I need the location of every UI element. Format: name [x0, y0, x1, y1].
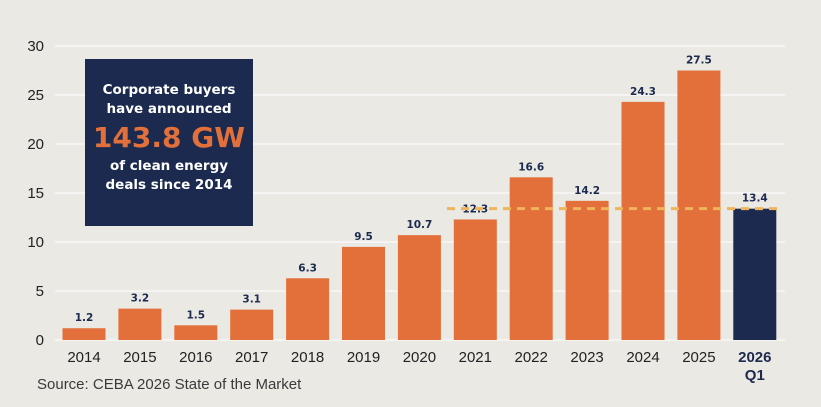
- data-label: 14.2: [574, 185, 600, 197]
- bar: [62, 328, 106, 340]
- x-tick-label: 2018: [291, 349, 324, 366]
- bar: [174, 325, 218, 340]
- bar: [342, 246, 385, 340]
- callout-total-value: 143.8 GW: [92, 121, 246, 154]
- data-label: 3.2: [131, 293, 150, 305]
- x-tick-label: 2022: [515, 349, 548, 366]
- x-tick-label: 2019: [347, 349, 380, 366]
- data-label: 9.5: [354, 231, 373, 243]
- x-tick-label: 2014: [67, 349, 100, 366]
- x-tick-label: 2024: [626, 349, 659, 366]
- data-label: 24.3: [630, 86, 656, 98]
- data-label: 10.7: [406, 219, 432, 231]
- bar: [118, 308, 162, 340]
- bar: [733, 208, 777, 340]
- callout-line-3: of clean energy: [109, 158, 229, 174]
- bar: [677, 70, 721, 340]
- summary-callout: Corporate buyers have announced 143.8 GW…: [85, 59, 253, 226]
- y-tick-label: 0: [36, 332, 44, 349]
- data-label: 1.2: [75, 312, 94, 324]
- data-label: 1.5: [186, 309, 205, 321]
- bar: [621, 101, 665, 340]
- bar: [230, 309, 274, 340]
- x-tick-label: 2023: [570, 349, 603, 366]
- data-label: 3.1: [242, 294, 261, 306]
- bar: [286, 278, 330, 340]
- callout-line-2: have announced: [106, 101, 232, 117]
- x-tick-label: 2016: [179, 349, 212, 366]
- y-tick-label: 5: [36, 283, 44, 300]
- data-label: 27.5: [686, 55, 712, 67]
- data-label: 13.4: [742, 193, 768, 205]
- source-note: Source: CEBA 2026 State of the Market: [37, 376, 302, 393]
- x-tick-label: 2015: [123, 349, 156, 366]
- y-tick-label: 25: [27, 87, 44, 104]
- bar: [397, 235, 441, 340]
- data-label: 16.6: [518, 161, 544, 173]
- x-tick-label: 2017: [235, 349, 268, 366]
- y-tick-label: 15: [27, 185, 44, 202]
- y-tick-label: 30: [27, 38, 44, 55]
- data-label: 6.3: [298, 262, 317, 274]
- bar: [453, 219, 497, 340]
- x-tick-label: 2026: [738, 349, 771, 366]
- bar: [565, 200, 609, 340]
- x-tick-label: Q1: [745, 367, 765, 384]
- y-tick-label: 10: [27, 234, 44, 251]
- x-tick-label: 2020: [403, 349, 436, 366]
- bar: [509, 177, 553, 340]
- callout-line-1: Corporate buyers: [102, 82, 236, 98]
- x-tick-label: 2025: [682, 349, 715, 366]
- y-tick-label: 20: [27, 136, 44, 153]
- x-tick-label: 2021: [459, 349, 492, 366]
- callout-line-4: deals since 2014: [105, 177, 233, 193]
